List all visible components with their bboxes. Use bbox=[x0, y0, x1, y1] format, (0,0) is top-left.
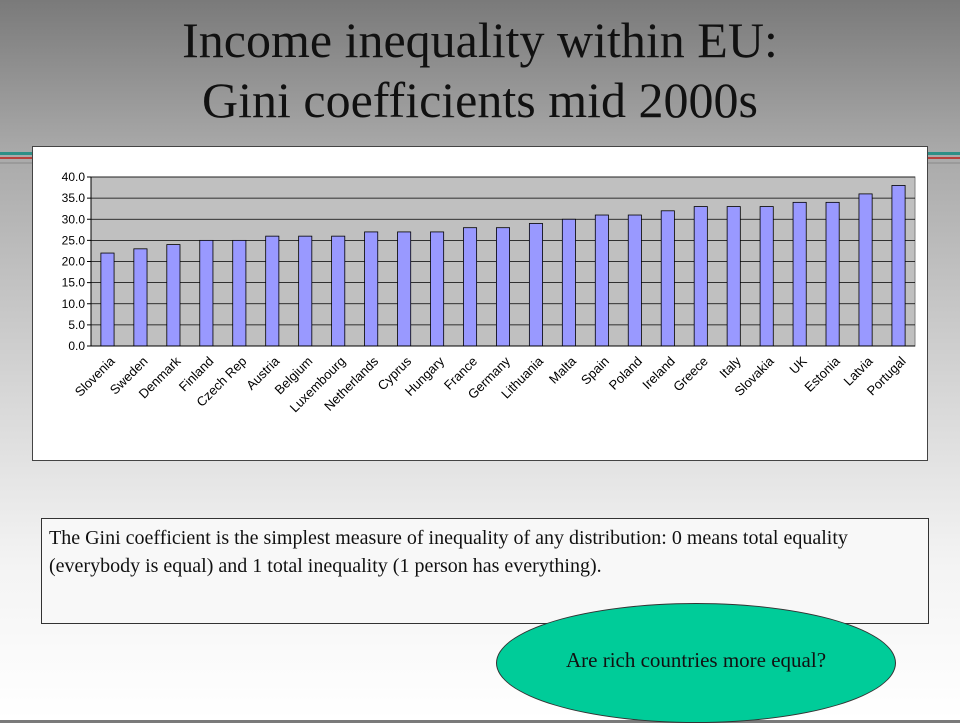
slide-title: Income inequality within EU: Gini coeffi… bbox=[0, 10, 960, 130]
bar bbox=[594, 214, 609, 347]
title-line-1: Income inequality within EU: bbox=[182, 12, 778, 68]
x-tick-label: Poland bbox=[606, 354, 645, 393]
bar bbox=[133, 248, 148, 347]
y-tick-label: 40.0 bbox=[62, 170, 86, 184]
bar bbox=[298, 235, 313, 347]
bar bbox=[660, 210, 675, 347]
bar bbox=[397, 231, 412, 347]
bar bbox=[364, 231, 379, 347]
bar bbox=[858, 193, 873, 347]
bar bbox=[726, 206, 741, 347]
y-tick-label: 5.0 bbox=[68, 318, 85, 332]
y-tick-label: 0.0 bbox=[68, 339, 85, 353]
x-tick-label: Greece bbox=[670, 354, 711, 395]
bar bbox=[528, 223, 543, 347]
bar bbox=[693, 206, 708, 347]
bar bbox=[232, 239, 247, 347]
bar bbox=[199, 239, 214, 347]
bar bbox=[759, 206, 774, 347]
bar bbox=[627, 214, 642, 347]
bar bbox=[100, 252, 115, 347]
y-tick-label: 30.0 bbox=[62, 212, 86, 226]
question-text: Are rich countries more equal? bbox=[565, 648, 827, 672]
y-tick-label: 35.0 bbox=[62, 191, 86, 205]
x-tick-label: Malta bbox=[546, 353, 580, 387]
bar bbox=[496, 227, 510, 347]
bar bbox=[331, 235, 346, 347]
gini-bar-chart: 0.05.010.015.020.025.030.035.040.0Sloven… bbox=[62, 170, 916, 415]
bar bbox=[430, 231, 445, 347]
bar bbox=[463, 227, 478, 347]
x-tick-label: Estonia bbox=[801, 353, 843, 395]
y-tick-label: 10.0 bbox=[62, 297, 86, 311]
bar bbox=[792, 201, 807, 347]
y-tick-label: 20.0 bbox=[62, 255, 86, 269]
title-line-2: Gini coefficients mid 2000s bbox=[202, 72, 758, 128]
bar bbox=[265, 235, 280, 347]
gini-definition-note: The Gini coefficient is the simplest mea… bbox=[41, 518, 929, 624]
x-tick-label: UK bbox=[786, 353, 810, 377]
x-tick-label: Italy bbox=[716, 353, 744, 381]
bar bbox=[825, 201, 840, 347]
bar bbox=[891, 185, 906, 347]
question-bubble: Are rich countries more equal? bbox=[496, 603, 896, 723]
bar bbox=[561, 218, 576, 347]
bar bbox=[166, 244, 181, 347]
chart-frame: 0.0 5.0 10.0 15.0 20.0 25.0 30.0 35.0 40.0 Sloven… bbox=[32, 146, 928, 461]
y-tick-label: 25.0 bbox=[62, 233, 86, 247]
y-tick-label: 15.0 bbox=[62, 276, 86, 290]
